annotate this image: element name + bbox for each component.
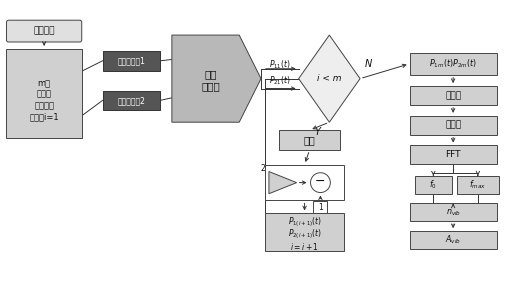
Text: $P_{1m}(t)P_{2m}(t)$: $P_{1m}(t)P_{2m}(t)$ [429,58,477,70]
Circle shape [311,173,331,192]
Text: 参数设定: 参数设定 [33,26,55,36]
FancyBboxPatch shape [279,130,340,150]
Text: $f_0$: $f_0$ [429,178,437,191]
Text: $P_{2(i+1)}(t)$: $P_{2(i+1)}(t)$ [288,227,322,241]
Text: 2: 2 [260,164,265,173]
Text: $P_{1(i+1)}(t)$: $P_{1(i+1)}(t)$ [288,215,322,229]
Text: 归一化: 归一化 [201,82,220,92]
Text: 平方: 平方 [304,135,315,145]
FancyBboxPatch shape [410,231,497,249]
Text: −: − [315,175,326,188]
Text: 自混合信号2: 自混合信号2 [117,96,145,105]
FancyBboxPatch shape [410,203,497,221]
Text: 初始化i=1: 初始化i=1 [29,113,59,122]
Text: 采样时间: 采样时间 [34,101,54,110]
Text: 归一化: 归一化 [445,91,461,100]
FancyBboxPatch shape [6,20,82,42]
Polygon shape [299,35,360,122]
FancyBboxPatch shape [457,176,499,194]
Text: i < m: i < m [317,74,342,83]
Text: 1: 1 [318,203,323,212]
Text: 滤波: 滤波 [204,69,217,79]
FancyBboxPatch shape [103,90,160,110]
FancyBboxPatch shape [103,51,160,71]
Text: Y: Y [314,127,321,137]
Text: $f_{max}$: $f_{max}$ [469,178,486,191]
FancyBboxPatch shape [410,116,497,134]
Text: m值: m值 [38,79,51,88]
Text: $i=i+1$: $i=i+1$ [290,240,319,251]
Text: 去包络: 去包络 [445,121,461,130]
Text: $P_{11}(t)$: $P_{11}(t)$ [269,58,291,71]
FancyBboxPatch shape [313,201,327,213]
Text: FFT: FFT [446,150,461,159]
Text: 采样率: 采样率 [37,89,52,98]
Text: N: N [365,59,371,69]
Text: $P_{21}(t)$: $P_{21}(t)$ [269,74,291,87]
Polygon shape [172,35,261,122]
FancyBboxPatch shape [6,49,82,138]
Text: $n_{vib}$: $n_{vib}$ [446,207,461,218]
Text: $A_{vib}$: $A_{vib}$ [445,234,461,246]
FancyBboxPatch shape [410,53,497,75]
FancyBboxPatch shape [410,145,497,164]
FancyBboxPatch shape [265,213,344,251]
FancyBboxPatch shape [415,176,452,194]
FancyBboxPatch shape [410,86,497,105]
Text: 自混合信号1: 自混合信号1 [117,56,145,65]
Polygon shape [269,172,297,194]
FancyBboxPatch shape [265,165,344,200]
